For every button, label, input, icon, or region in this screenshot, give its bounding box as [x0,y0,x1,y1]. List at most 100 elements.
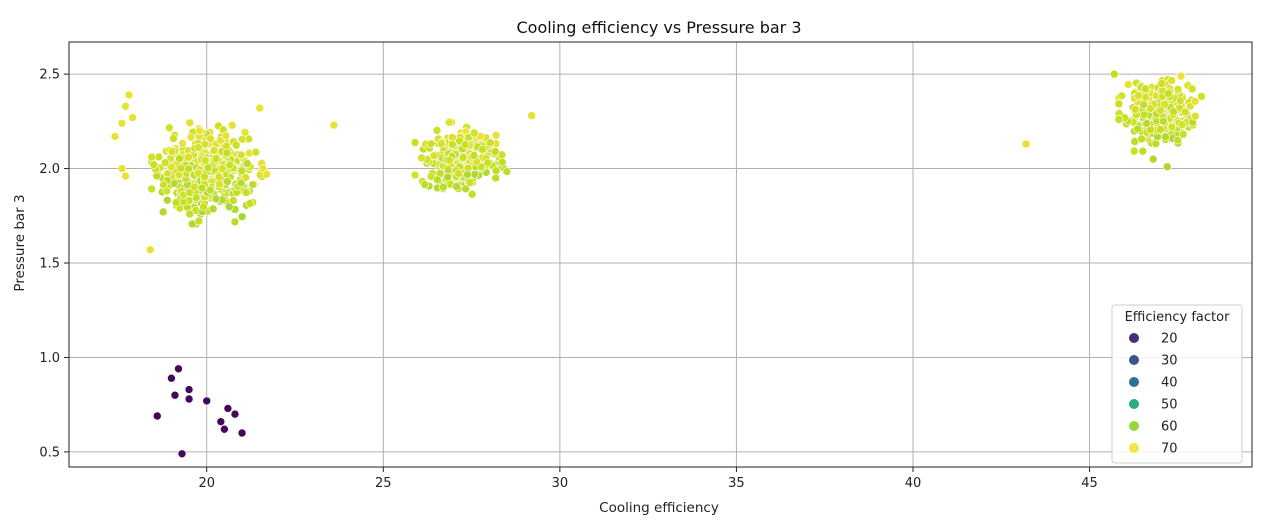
y-tick-label: 2.0 [39,162,60,177]
data-point [174,364,183,374]
data-point [410,138,420,147]
data-point [483,158,493,168]
grid-lines [69,42,1252,467]
legend-marker [1129,333,1139,343]
data-point [467,190,477,199]
data-point [1139,110,1149,120]
data-point [1129,146,1139,156]
legend-title: Efficiency factor [1125,310,1230,325]
data-point [185,209,194,219]
legend-label: 60 [1161,420,1178,435]
data-point [465,178,475,187]
x-tick-label: 40 [905,476,922,491]
data-point [223,177,232,186]
data-point [1146,125,1155,134]
data-point [177,449,187,459]
data-point [194,216,204,226]
data-point [1176,96,1185,106]
data-point [186,132,196,142]
data-point [433,175,442,185]
data-point [230,409,240,419]
data-point [1137,134,1146,144]
data-point [152,411,162,421]
data-point [1142,119,1152,128]
data-point [1140,84,1150,94]
data-point [1157,79,1166,88]
data-point [1138,146,1148,156]
legend-entries: 20 30 40 50 60 70 [1129,332,1178,457]
data-point [191,193,201,202]
y-axis-label: Pressure bar 3 [12,194,28,291]
data-point [1021,139,1031,149]
data-point [121,171,130,181]
data-point [165,123,174,133]
data-point [443,172,453,182]
data-point [178,138,187,148]
data-point [175,154,184,164]
data-point [149,160,159,170]
data-point [217,164,227,173]
data-point [469,128,479,138]
data-point [243,159,252,168]
data-point [454,169,463,178]
legend-label: 30 [1161,354,1178,369]
data-point [184,385,194,394]
data-point [452,182,461,191]
legend-marker [1129,355,1139,365]
data-point [223,404,233,413]
data-point [463,170,472,179]
x-axis-label: Cooling efficiency [599,500,719,516]
data-point [491,166,501,175]
data-point [193,143,203,152]
plot-area-frame [68,41,1253,468]
data-point [439,182,448,192]
y-tick-label: 1.5 [39,257,60,272]
data-point [220,424,229,434]
data-point [417,153,426,163]
data-point [147,152,156,162]
data-point [1164,89,1173,98]
data-point [221,131,231,140]
data-point [209,146,219,155]
data-point [486,138,495,148]
data-point [410,170,420,180]
data-point [169,134,178,143]
data-point [1177,120,1187,129]
data-point [490,147,500,156]
data-point [1139,100,1148,109]
data-point [420,180,430,189]
data-point [443,165,453,175]
legend-marker [1129,377,1139,387]
chart-title: Cooling efficiency vs Pressure bar 3 [516,18,801,37]
data-point [160,158,170,167]
data-point [1161,132,1170,142]
data-point [203,163,213,173]
y-tick-label: 0.5 [39,445,60,460]
data-point [236,150,246,160]
data-point [1117,91,1127,101]
data-point [167,162,176,172]
y-tick-label: 2.5 [39,68,60,83]
data-point [329,120,339,130]
data-point [1159,116,1168,126]
data-point [224,202,234,212]
data-point [145,245,155,255]
data-point [202,396,212,406]
data-point [121,101,130,111]
data-point [216,417,226,426]
data-point [176,164,186,173]
data-point [1167,122,1177,132]
legend-marker [1129,399,1139,409]
data-point [426,139,436,149]
x-tick-label: 30 [552,476,569,491]
data-point [1114,115,1124,124]
data-point [262,169,272,179]
data-point [458,153,468,162]
data-point [237,134,247,144]
data-point [432,126,442,135]
data-point [163,195,172,205]
data-point [1197,92,1206,101]
data-point [199,202,208,212]
data-point [248,180,258,189]
data-point [1133,124,1142,134]
